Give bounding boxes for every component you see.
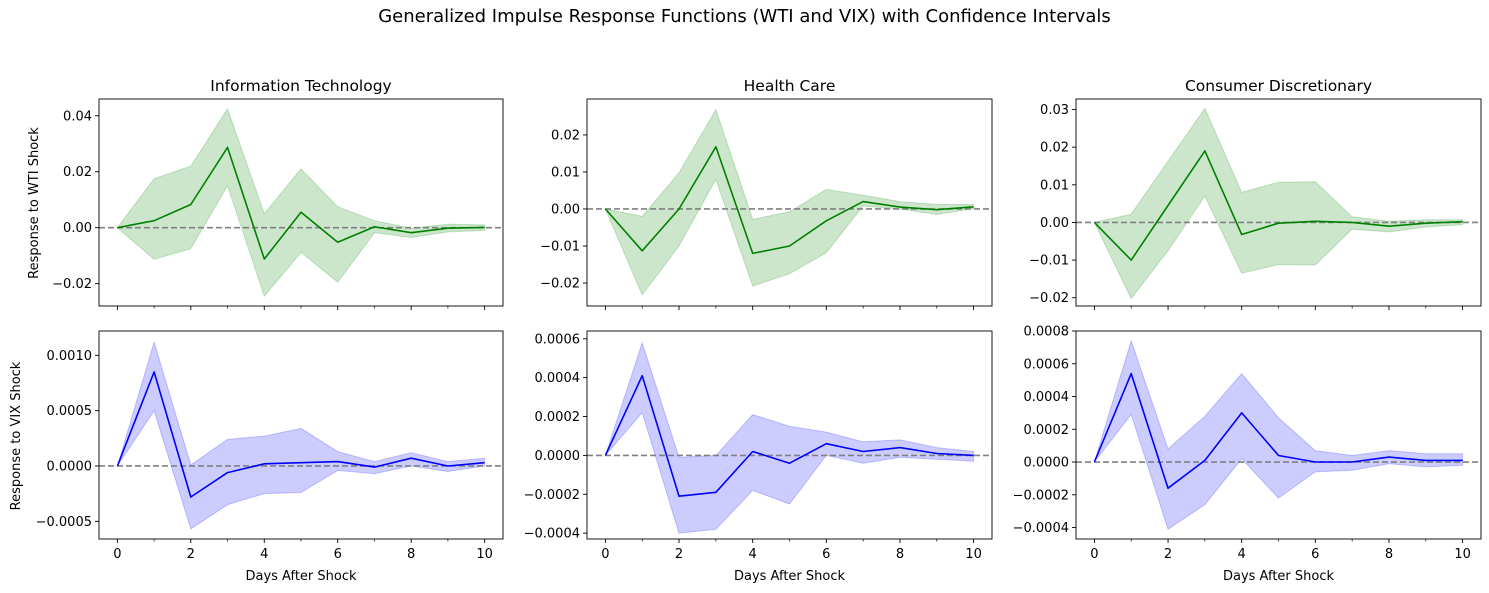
x-tick-label: 10 [965, 547, 982, 562]
subplot-information-technology: −0.02 0.00 0.02 0.04 Information Technology [52, 77, 504, 310]
x-tick-label: 4 [749, 547, 757, 562]
y-tick-label: 0.0002 [1024, 423, 1070, 438]
y-tick-label: 0.03 [1040, 103, 1069, 118]
x-tick-label: 0 [113, 547, 121, 562]
x-tick-label: 4 [1238, 547, 1246, 562]
y-tick-label: −0.01 [1029, 254, 1069, 269]
y-tick-label: −0.02 [52, 277, 92, 292]
subplot-row1-col1: −0.0004 −0.0002 0.0000 0.0002 0.0004 0.0006 0 2… [524, 330, 993, 584]
figure-title: Generalized Impulse Response Functions (… [378, 6, 1111, 27]
y-tick-label: 0.00 [63, 221, 92, 236]
x-axis-label: Days After Shock [245, 569, 357, 584]
y-tick-label: −0.0004 [1013, 521, 1069, 536]
y-tick-label: 0.04 [63, 109, 92, 124]
y-tick-label: 0.02 [63, 165, 92, 180]
x-tick-label: 10 [476, 547, 493, 562]
subplot-row1-col0: −0.0005 0.0000 0.0005 0.0010 0 2 4 6 8 10 Days Aft… [36, 330, 504, 584]
y-tick-label: 0.00 [1040, 216, 1069, 231]
y-tick-label: 0.0008 [1024, 325, 1070, 340]
y-tick-label: 0.0005 [47, 404, 93, 419]
x-tick-label: 6 [1311, 547, 1319, 562]
y-tick-label: 0.0000 [47, 459, 93, 474]
subplot-title: Health Care [744, 77, 836, 95]
y-tick-label: −0.01 [540, 240, 580, 255]
subplot-title: Information Technology [210, 77, 391, 95]
x-tick-label: 10 [1454, 547, 1471, 562]
response-line [604, 146, 974, 255]
x-tick-label: 8 [407, 547, 415, 562]
response-line [1093, 372, 1463, 490]
confidence-band [1093, 107, 1464, 300]
y-axis-label-vix: Response to VIX Shock [9, 361, 24, 510]
x-tick-label: 8 [1385, 547, 1393, 562]
y-tick-label: 0.01 [1040, 178, 1069, 193]
subplot-title: Consumer Discretionary [1185, 77, 1372, 95]
subplot-consumer-discretionary: −0.02 −0.01 0.00 0.01 0.02 0.03 Consumer Discr… [1029, 77, 1482, 310]
x-tick-label: 4 [260, 547, 268, 562]
x-tick-label: 8 [896, 547, 904, 562]
y-tick-label: 0.0004 [535, 371, 581, 386]
response-line [117, 146, 485, 260]
confidence-band [116, 340, 486, 530]
y-tick-label: 0.0010 [47, 349, 93, 364]
response-line [116, 371, 485, 498]
y-tick-label: −0.0005 [36, 515, 92, 530]
x-tick-label: 2 [187, 547, 195, 562]
x-tick-label: 0 [601, 547, 609, 562]
y-tick-label: 0.0002 [535, 410, 581, 425]
x-tick-label: 6 [334, 547, 342, 562]
x-axis-label: Days After Shock [1223, 569, 1335, 584]
response-line [604, 374, 974, 498]
x-tick-label: 2 [1164, 547, 1172, 562]
y-tick-label: 0.0000 [535, 449, 581, 464]
y-tick-label: −0.0004 [524, 527, 580, 542]
confidence-band [116, 107, 486, 298]
y-tick-label: 0.0006 [1024, 357, 1070, 372]
subplot-health-care: −0.02 −0.01 0.00 0.01 0.02 Health Care [540, 77, 993, 310]
y-tick-label: 0.02 [1040, 141, 1069, 156]
y-tick-label: −0.0002 [524, 488, 580, 503]
y-tick-label: −0.02 [540, 277, 580, 292]
y-tick-label: 0.02 [551, 128, 580, 143]
subplot-row1-col2: −0.0004 −0.0002 0.0000 0.0002 0.0004 0.0006 0.… [1013, 325, 1482, 584]
x-axis-label: Days After Shock [734, 569, 846, 584]
y-tick-label: −0.0002 [1013, 488, 1069, 503]
y-tick-label: 0.0004 [1024, 390, 1070, 405]
y-tick-label: −0.02 [1029, 291, 1069, 306]
y-axis-label-wti: Response to WTI Shock [27, 127, 42, 279]
confidence-band [1093, 339, 1464, 530]
confidence-band [604, 341, 975, 534]
x-tick-label: 2 [675, 547, 683, 562]
y-tick-label: 0.00 [551, 202, 580, 217]
x-tick-label: 0 [1090, 547, 1098, 562]
confidence-band [604, 108, 975, 296]
y-tick-label: 0.01 [551, 165, 580, 180]
response-line [1093, 150, 1463, 261]
y-tick-label: 0.0006 [535, 332, 581, 347]
x-tick-label: 6 [822, 547, 830, 562]
y-tick-label: 0.0000 [1024, 456, 1070, 471]
